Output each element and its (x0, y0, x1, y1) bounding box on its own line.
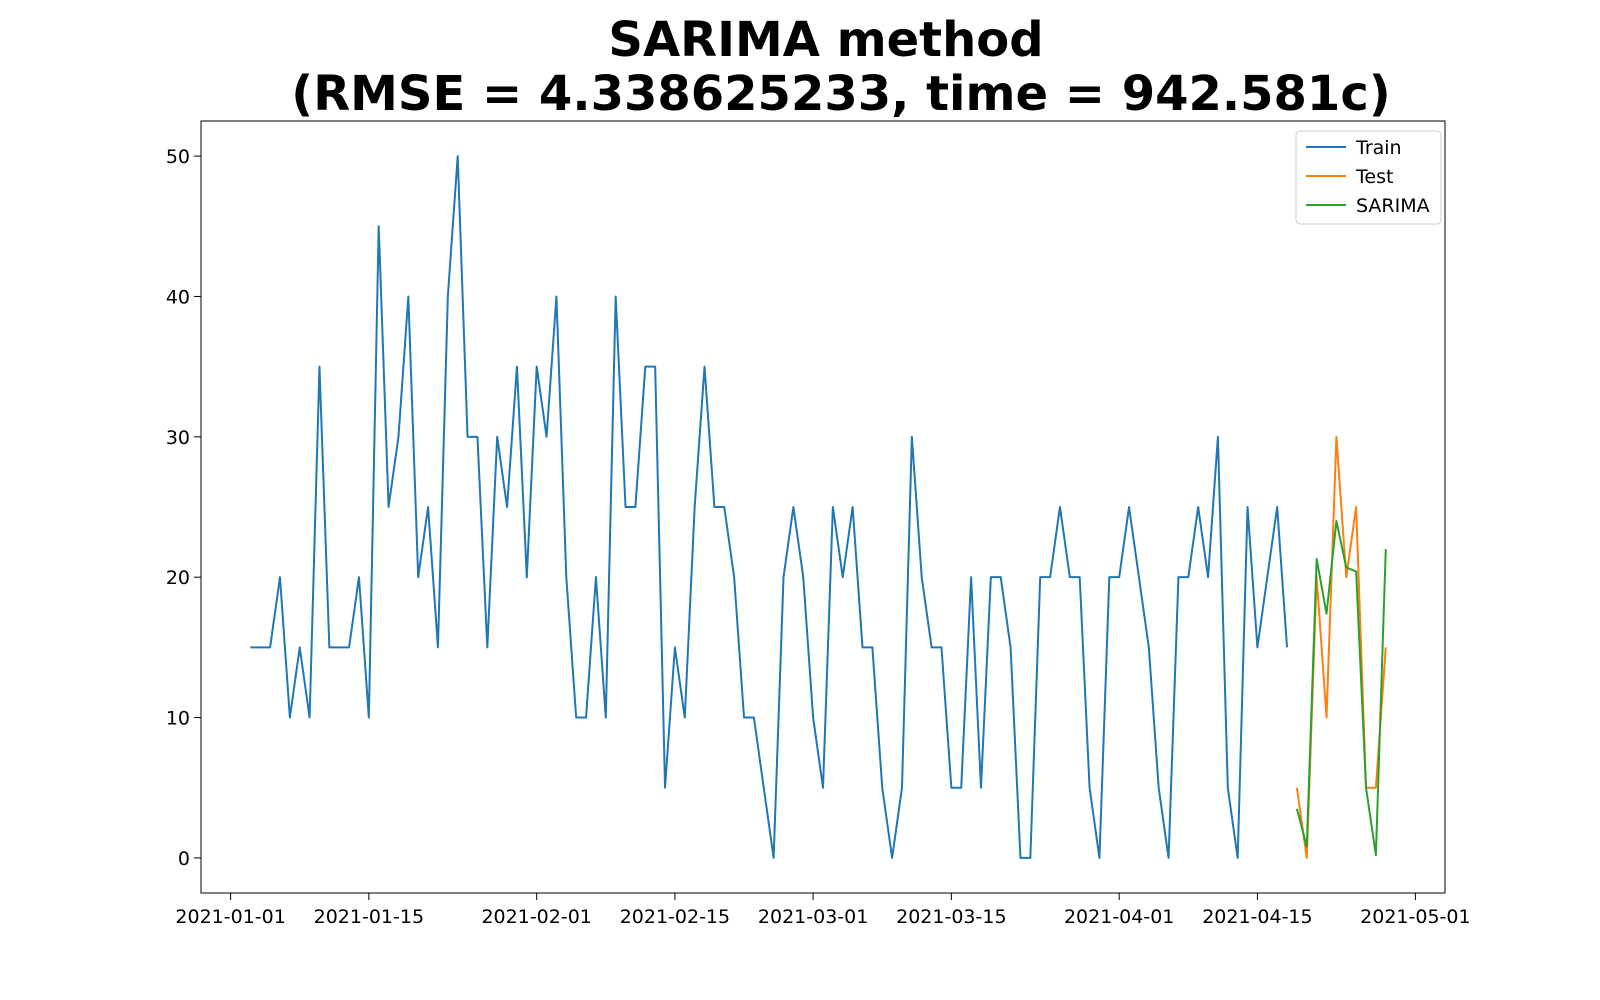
chart-title: SARIMA method (608, 12, 1043, 68)
legend-label-train: Train (1355, 137, 1402, 159)
x-tick-label: 2021-04-01 (1064, 906, 1174, 928)
plot-area-frame (200, 120, 1446, 894)
x-tick-label: 2021-03-15 (896, 906, 1006, 928)
series-lines (250, 155, 1387, 859)
y-tick-label: 30 (166, 427, 190, 449)
series-line-sarima (1295, 520, 1387, 857)
legend: Train Test SARIMA (1295, 130, 1442, 225)
series-line-train (250, 155, 1289, 859)
legend-box (1295, 130, 1442, 225)
x-tick-label: 2021-02-15 (620, 906, 730, 928)
y-tick-label: 40 (166, 286, 190, 308)
legend-label-sarima: SARIMA (1356, 195, 1430, 217)
x-tick-label: 2021-05-01 (1360, 906, 1470, 928)
x-tick-label: 2021-01-15 (314, 906, 424, 928)
y-tick-label: 10 (166, 708, 190, 730)
y-tick-label: 50 (166, 146, 190, 168)
chart-subtitle: (RMSE = 4.338625233, time = 942.581c) (291, 66, 1390, 122)
series-line-test (1295, 435, 1387, 859)
x-tick-label: 2021-01-01 (175, 906, 285, 928)
y-tick-label: 20 (166, 567, 190, 589)
x-tick-label: 2021-02-01 (481, 906, 591, 928)
x-tick-label: 2021-03-01 (758, 906, 868, 928)
x-tick-label: 2021-04-15 (1202, 906, 1312, 928)
axis-ticks: 0 10 20 30 40 50 2021-01-01 2021-01-15 2021-02-0… (166, 146, 1471, 928)
y-tick-label: 0 (178, 848, 190, 870)
legend-label-test: Test (1355, 166, 1393, 188)
